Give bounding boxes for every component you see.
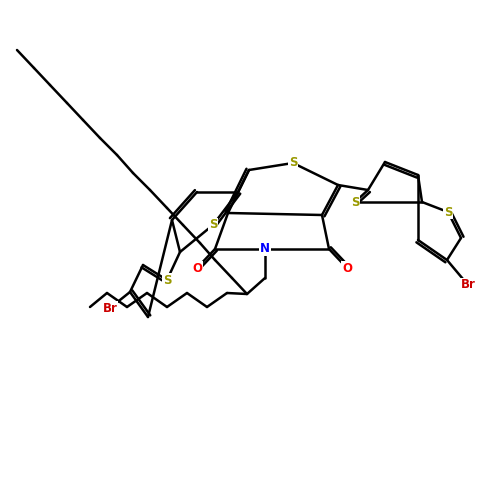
Text: S: S: [351, 196, 359, 208]
Text: O: O: [342, 262, 352, 274]
Text: S: S: [444, 206, 452, 218]
Text: S: S: [289, 156, 297, 170]
Text: N: N: [260, 242, 270, 256]
Text: S: S: [163, 274, 171, 286]
Text: O: O: [192, 262, 202, 274]
Text: Br: Br: [102, 302, 118, 314]
Text: S: S: [209, 218, 217, 232]
Text: Br: Br: [460, 278, 475, 291]
